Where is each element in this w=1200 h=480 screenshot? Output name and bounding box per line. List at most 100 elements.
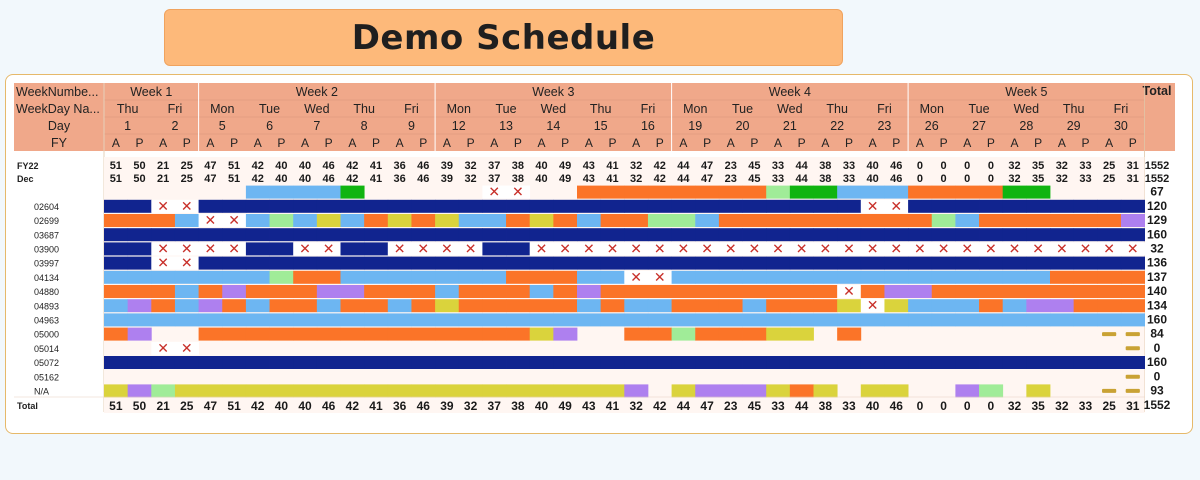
unavailable-cell[interactable] <box>1073 242 1098 256</box>
schedule-cell[interactable] <box>742 214 767 227</box>
schedule-cell[interactable] <box>955 384 980 398</box>
schedule-cell[interactable] <box>293 313 318 327</box>
schedule-cell[interactable] <box>908 270 933 284</box>
schedule-cell[interactable] <box>955 299 980 313</box>
schedule-cell[interactable] <box>316 384 341 398</box>
schedule-cell[interactable] <box>387 270 412 284</box>
schedule-cell[interactable] <box>1050 228 1075 242</box>
schedule-cell[interactable] <box>600 285 625 298</box>
schedule-cell[interactable] <box>671 199 696 213</box>
schedule-cell[interactable] <box>955 256 980 270</box>
schedule-cell[interactable] <box>269 199 294 213</box>
schedule-cell[interactable] <box>340 242 365 256</box>
schedule-cell[interactable] <box>553 199 578 213</box>
schedule-cell[interactable] <box>860 313 885 327</box>
schedule-cell[interactable] <box>127 327 152 341</box>
schedule-cell[interactable] <box>553 214 578 227</box>
schedule-cell[interactable] <box>340 228 365 242</box>
schedule-cell[interactable] <box>245 384 270 398</box>
unavailable-cell[interactable] <box>624 270 649 284</box>
schedule-cell[interactable] <box>1050 199 1075 213</box>
schedule-cell[interactable] <box>1073 270 1098 284</box>
schedule-cell[interactable] <box>671 313 696 327</box>
unavailable-cell[interactable] <box>908 242 933 256</box>
schedule-cell[interactable] <box>577 285 602 298</box>
schedule-cell[interactable] <box>482 199 507 213</box>
schedule-cell[interactable] <box>387 214 412 227</box>
schedule-cell[interactable] <box>340 214 365 227</box>
schedule-cell[interactable] <box>1120 214 1145 227</box>
schedule-cell[interactable] <box>411 327 436 341</box>
schedule-cell[interactable] <box>364 242 389 256</box>
schedule-cell[interactable] <box>293 228 318 242</box>
schedule-cell[interactable] <box>127 270 152 284</box>
schedule-cell[interactable] <box>884 228 909 242</box>
schedule-cell[interactable] <box>884 313 909 327</box>
schedule-cell[interactable] <box>435 327 460 341</box>
schedule-cell[interactable] <box>908 299 933 313</box>
schedule-cell[interactable] <box>529 214 554 227</box>
schedule-cell[interactable] <box>600 214 625 227</box>
schedule-cell[interactable] <box>931 185 956 199</box>
schedule-cell[interactable] <box>955 285 980 298</box>
schedule-cell[interactable] <box>813 228 838 242</box>
schedule-cell[interactable] <box>1097 270 1122 284</box>
schedule-cell[interactable] <box>316 185 341 199</box>
schedule-cell[interactable] <box>931 313 956 327</box>
schedule-cell[interactable] <box>506 327 531 341</box>
schedule-cell[interactable] <box>1050 256 1075 270</box>
schedule-cell[interactable] <box>222 313 247 327</box>
schedule-cell[interactable] <box>1097 356 1122 369</box>
schedule-cell[interactable] <box>931 228 956 242</box>
schedule-cell[interactable] <box>553 270 578 284</box>
schedule-cell[interactable] <box>695 356 720 369</box>
schedule-cell[interactable] <box>1026 270 1051 284</box>
schedule-cell[interactable] <box>529 384 554 398</box>
schedule-cell[interactable] <box>955 313 980 327</box>
schedule-cell[interactable] <box>151 313 176 327</box>
schedule-cell[interactable] <box>1026 313 1051 327</box>
schedule-cell[interactable] <box>222 199 247 213</box>
schedule-cell[interactable] <box>364 214 389 227</box>
schedule-cell[interactable] <box>293 356 318 369</box>
schedule-cell[interactable] <box>174 228 199 242</box>
unavailable-cell[interactable] <box>458 242 483 256</box>
schedule-cell[interactable] <box>600 384 625 398</box>
schedule-cell[interactable] <box>577 270 602 284</box>
schedule-cell[interactable] <box>647 214 672 227</box>
schedule-cell[interactable] <box>529 299 554 313</box>
schedule-cell[interactable] <box>127 356 152 369</box>
schedule-cell[interactable] <box>506 242 531 256</box>
schedule-cell[interactable] <box>293 270 318 284</box>
schedule-cell[interactable] <box>104 242 129 256</box>
schedule-cell[interactable] <box>979 228 1004 242</box>
unavailable-cell[interactable] <box>174 199 199 213</box>
schedule-cell[interactable] <box>600 199 625 213</box>
schedule-cell[interactable] <box>269 327 294 341</box>
schedule-cell[interactable] <box>245 242 270 256</box>
schedule-cell[interactable] <box>174 384 199 398</box>
schedule-cell[interactable] <box>813 270 838 284</box>
schedule-cell[interactable] <box>718 214 743 227</box>
schedule-cell[interactable] <box>435 228 460 242</box>
schedule-cell[interactable] <box>198 313 223 327</box>
schedule-cell[interactable] <box>955 214 980 227</box>
schedule-cell[interactable] <box>695 199 720 213</box>
schedule-cell[interactable] <box>458 270 483 284</box>
schedule-cell[interactable] <box>435 384 460 398</box>
schedule-cell[interactable] <box>411 214 436 227</box>
schedule-cell[interactable] <box>624 185 649 199</box>
unavailable-cell[interactable] <box>529 242 554 256</box>
schedule-cell[interactable] <box>1026 228 1051 242</box>
schedule-cell[interactable] <box>435 270 460 284</box>
schedule-cell[interactable] <box>789 270 814 284</box>
schedule-cell[interactable] <box>577 185 602 199</box>
schedule-cell[interactable] <box>151 384 176 398</box>
schedule-cell[interactable] <box>908 285 933 298</box>
schedule-cell[interactable] <box>364 199 389 213</box>
schedule-cell[interactable] <box>695 214 720 227</box>
schedule-cell[interactable] <box>127 214 152 227</box>
schedule-cell[interactable] <box>600 356 625 369</box>
schedule-cell[interactable] <box>245 199 270 213</box>
schedule-cell[interactable] <box>104 356 129 369</box>
